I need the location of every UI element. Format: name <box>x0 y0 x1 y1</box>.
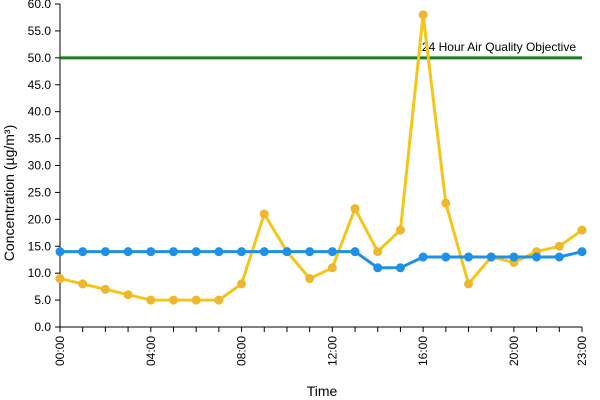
series-1-point <box>146 295 156 305</box>
series-1-point <box>577 225 587 235</box>
series-1-point <box>441 198 451 208</box>
x-tick-label: 20:00 <box>507 336 521 366</box>
series-1-point <box>168 295 178 305</box>
series-1-point <box>55 274 65 284</box>
series-1-point <box>259 209 269 219</box>
series-2-point <box>55 247 65 257</box>
series-2-point <box>259 247 269 257</box>
series-1-point <box>554 241 564 251</box>
series-1-point <box>395 225 405 235</box>
series-1-point <box>373 247 383 257</box>
y-axis-title: Concentration (µg/m³) <box>1 125 17 261</box>
series-2-point <box>373 263 383 273</box>
series-2-point <box>577 247 587 257</box>
x-tick-label: 16:00 <box>416 336 430 366</box>
series-2-point <box>418 252 428 262</box>
series-2-point <box>78 247 88 257</box>
y-tick-label: 0.0 <box>34 320 51 334</box>
y-tick-label: 50.0 <box>28 51 52 65</box>
series-2-point <box>191 247 201 257</box>
series-2-point <box>486 252 496 262</box>
series-2-point <box>464 252 474 262</box>
series-2-point <box>100 247 110 257</box>
series-1-point <box>214 295 224 305</box>
series-2-point <box>214 247 224 257</box>
series-2-point <box>350 247 360 257</box>
series-2-point <box>282 247 292 257</box>
x-tick-label: 23:00 <box>575 336 589 366</box>
y-tick-label: 45.0 <box>28 78 52 92</box>
series-1-point <box>305 274 315 284</box>
x-tick-label: 00:00 <box>53 336 67 366</box>
series-2-point <box>532 252 542 262</box>
series-2-point <box>305 247 315 257</box>
series-2-point <box>509 252 519 262</box>
x-tick-label: 04:00 <box>144 336 158 366</box>
x-tick-label: 12:00 <box>325 336 339 366</box>
series-2-point <box>395 263 405 273</box>
series-2-point <box>168 247 178 257</box>
y-tick-label: 35.0 <box>28 132 52 146</box>
series-1-point <box>327 263 337 273</box>
y-tick-label: 60.0 <box>28 0 52 11</box>
series-1-point <box>464 279 474 289</box>
series-2-point <box>327 247 337 257</box>
series-1-point <box>237 279 247 289</box>
series-2-point <box>237 247 247 257</box>
y-tick-label: 20.0 <box>28 212 52 226</box>
x-tick-label: 08:00 <box>235 336 249 366</box>
series-2-point <box>554 252 564 262</box>
plot-area: 0.0 5.0 10.0 15.0 20.0 25.0 30.0 35.0 40.0 45.0 50… <box>28 0 589 366</box>
series-1-point <box>191 295 201 305</box>
y-tick-label: 15.0 <box>28 239 52 253</box>
series-2-point <box>123 247 133 257</box>
series-1-point <box>123 290 133 300</box>
x-axis-title: Time <box>307 383 338 399</box>
series-2-point <box>441 252 451 262</box>
series-1-point <box>78 279 88 289</box>
y-tick-label: 10.0 <box>28 266 52 280</box>
series-1-point <box>100 284 110 294</box>
y-tick-label: 55.0 <box>28 24 52 38</box>
series-1-point <box>350 204 360 214</box>
y-tick-label: 40.0 <box>28 105 52 119</box>
y-tick-label: 30.0 <box>28 159 52 173</box>
y-tick-label: 25.0 <box>28 185 52 199</box>
objective-label: 24 Hour Air Quality Objective <box>422 40 576 54</box>
y-tick-label: 5.0 <box>34 293 51 307</box>
series-1-point <box>418 10 428 20</box>
series-2-point <box>146 247 156 257</box>
